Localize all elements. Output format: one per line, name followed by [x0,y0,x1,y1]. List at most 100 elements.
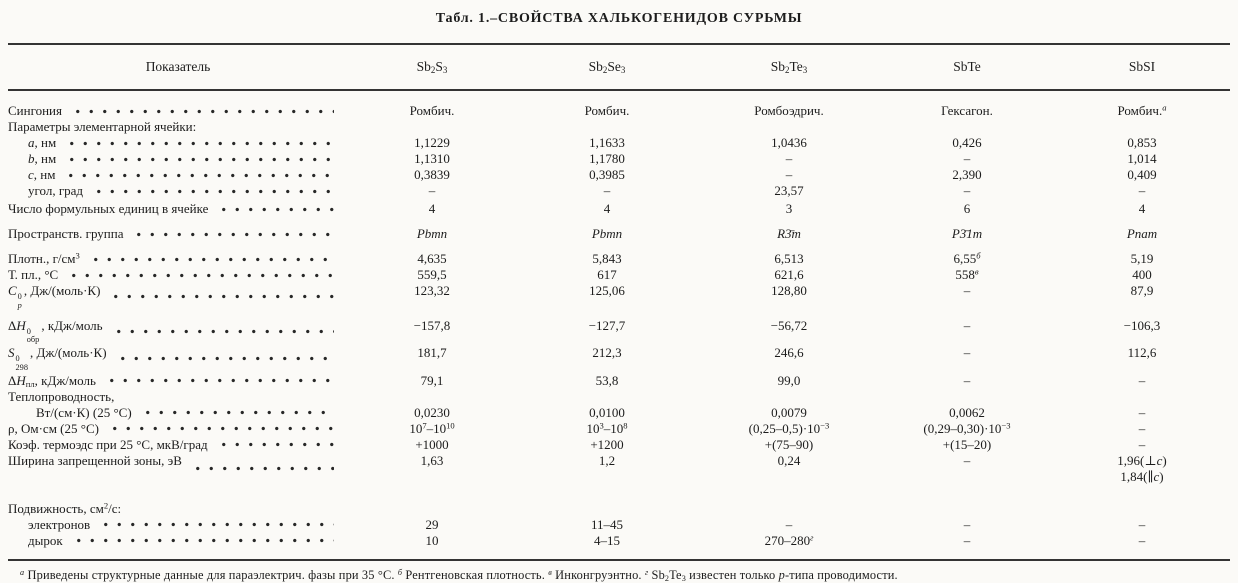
value-cell: 1,1633 [589,135,625,150]
value-cell: 6 [963,201,971,216]
value-cell: – [1138,420,1146,436]
row-label-text: Число формульных единиц в ячейке [8,201,209,216]
value-cell: 0,0230 [414,404,450,420]
value-cell: 0,3985 [589,167,625,182]
value-cell: Pbmn [416,226,448,241]
value-cell [1054,119,1230,135]
row-label: c, нм [8,167,348,183]
value-cell: 6,55б [953,250,981,266]
table-row: Теплопроводность, [8,389,1230,405]
dot-leader [216,440,334,450]
row-label: Теплопроводность, [8,389,348,405]
row-label: Коэф. термоэдс при 25 °С, мкВ/град [8,437,348,453]
table-row: Подвижность, см2/с: [8,501,1230,517]
value-cell: Ромбоэдрич. [754,103,824,118]
value-cell: 617 [597,267,617,282]
row-label: b, нм [8,151,348,167]
value-cell [516,119,698,135]
value-cell: – [963,532,971,548]
dot-leader [65,138,334,148]
table-row: S 0 298, Дж/(моль·К) 181,7 212,3 246,6 – 112,6 [8,345,1230,373]
value-cell: 103–108 [586,420,628,436]
table-row: Коэф. термоэдс при 25 °С, мкВ/град +1000 +… [8,437,1230,453]
value-cell: 0,3839 [414,167,450,182]
dot-leader [115,354,334,364]
column-header-compound: SbTe [953,59,981,74]
table-row: Ширина запрещенной зоны, эВ 1,63 1,2 0,24 – 1… [8,453,1230,485]
value-cell: 0,0079 [771,404,807,420]
row-label: ρ, Ом·см (25 °С) [8,421,348,437]
table-row: Вт/(см·К) (25 °С) 0,0230 0,0100 0,0079 0,006… [8,405,1230,421]
value-cell: – [963,345,971,361]
table-row: электронов 29 11–45 – – – [8,517,1230,533]
row-label: угол, град [8,183,348,199]
value-cell: – [785,516,793,532]
value-cell: 4 [1138,201,1146,216]
value-cell: 1,1229 [414,135,450,150]
row-label-text: угол, град [28,183,84,198]
row-label-text: дырок [28,532,63,548]
value-cell: 1,1780 [589,151,625,166]
table-row: b, нм 1,1310 1,1780 – – 1,014 [8,151,1230,167]
row-label-text: ΔH 0 обр, кДж/моль [8,317,103,345]
value-cell [880,389,1054,405]
value-cell: 79,1 [420,372,444,388]
value-cell: – [603,183,611,198]
value-cell: Ромбич. [584,103,630,118]
value-cell: −106,3 [1123,317,1161,333]
dot-leader [99,520,334,530]
row-label: ΔHпл, кДж/моль [8,373,348,389]
row-label-text: Подвижность, см2/с: [8,500,122,516]
column-header-indicator: Показатель [145,59,211,74]
row-label-text: Теплопроводность, [8,388,115,404]
value-cell: 3 [785,201,793,216]
row-label-text: Ширина запрещенной зоны, эВ [8,452,182,468]
value-cell: – [963,183,971,198]
row-label: ΔH 0 обр, кДж/моль [8,318,348,346]
value-cell: 11–45 [590,516,624,532]
value-cell: 181,7 [417,345,447,361]
value-cell: 1,0436 [771,135,807,150]
dot-leader [71,536,334,546]
column-header-compound: Sb2Te3 [770,59,808,76]
row-label: дырок [8,533,348,549]
table-row: ΔHпл, кДж/моль 79,1 53,8 99,0 – – [8,373,1230,389]
value-cell: (0,25–0,5)·10−3 [748,420,830,436]
table-row: c, нм 0,3839 0,3985 – 2,390 0,409 [8,167,1230,183]
value-cell: +1200 [590,436,624,452]
value-cell: 621,6 [774,267,804,282]
value-cell: 10 [425,532,439,548]
value-cell: 1,1310 [414,151,450,166]
row-label: Вт/(см·К) (25 °С) [8,405,348,421]
value-cell: 0,24 [777,452,801,468]
table-header-row: Показатель Sb2S3 Sb2Se3 Sb2Te3 SbTe SbSI [8,45,1230,89]
value-cell: 400 [1132,267,1152,282]
column-header-compound: SbSI [1128,59,1156,74]
dot-leader [140,408,334,418]
row-label-text: a, нм [28,135,57,150]
row-label: Плотн., г/см3 [8,251,348,267]
value-cell: – [1138,404,1146,420]
table-row: Сингония Ромбич. Ромбич. Ромбоэдрич. Гексаго… [8,103,1230,119]
table-title: Табл. 1.–СВОЙСТВА ХАЛЬКОГЕНИДОВ СУРЬМЫ [435,11,803,26]
dot-leader [109,292,334,302]
dot-leader [217,204,334,214]
dot-leader [107,424,334,434]
row-label-text: c, нм [28,167,56,182]
column-header-compound: Sb2S3 [416,59,448,76]
footnote-text: а Приведены структурные данные для параэ… [20,567,898,583]
value-cell [698,389,880,405]
value-cell [880,119,1054,135]
value-cell: R3̄m [777,226,801,241]
value-cell: – [963,283,971,298]
value-cell: 1,014 [1127,151,1157,166]
value-cell [516,389,698,405]
row-label: Ширина запрещенной зоны, эВ [8,453,348,485]
value-cell [516,501,698,517]
value-cell [880,501,1054,517]
value-cell: – [785,151,793,166]
value-cell: 4 [603,201,611,216]
dot-leader [64,170,334,180]
row-label-text: Пространств. группа [8,226,124,241]
